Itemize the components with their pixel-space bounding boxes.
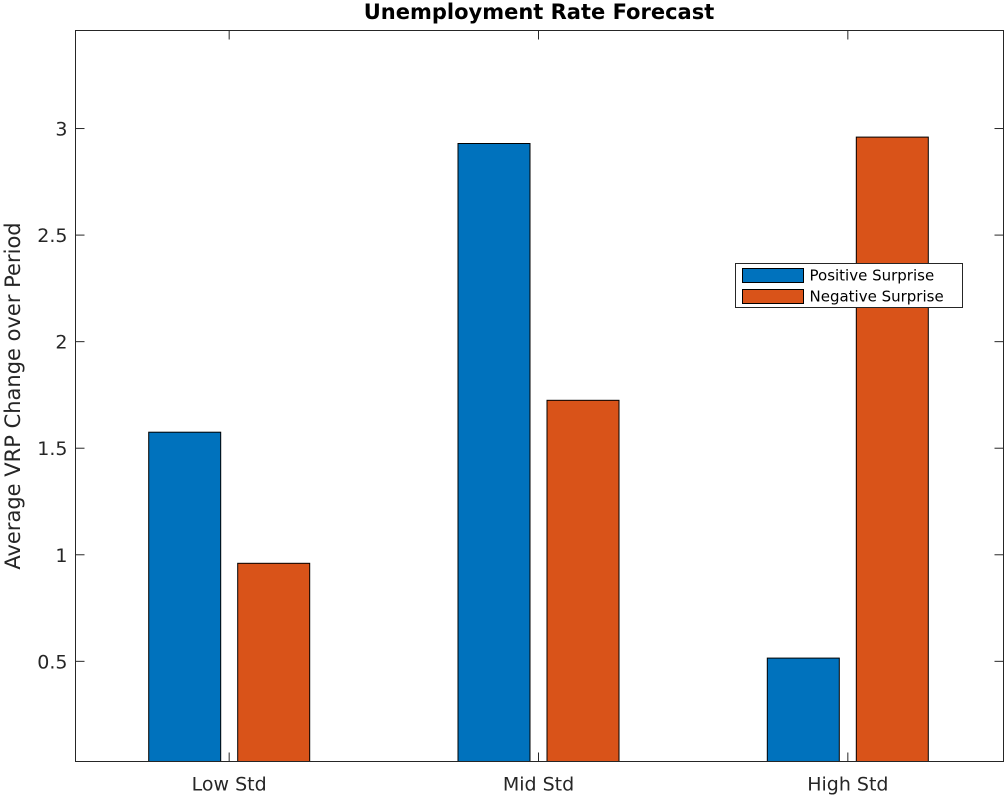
legend-label: Negative Surprise [810,288,944,306]
bar-positive-surprise-high-std [766,657,840,762]
bars-group [148,136,929,763]
x-tick-label: Low Std [192,774,267,796]
bar-positive-surprise-low-std [148,431,222,762]
y-tick-label: 3 [55,119,67,141]
legend-swatch [742,289,804,304]
y-axis-label: Average VRP Change over Period [1,222,25,569]
plot-area-box [75,30,1004,762]
ticks-group: 0.5 1 1.5 2 2.5 3 Low Std Mid Std High Std [37,30,1004,796]
legend: Positive Surprise Negative Surprise [735,263,963,308]
bar-negative-surprise-low-std [237,562,311,762]
y-tick-label: 1 [55,545,67,567]
y-tick-label: 2.5 [37,225,67,247]
bar-negative-surprise-high-std [855,136,929,763]
legend-label: Positive Surprise [810,267,935,285]
x-tick-label: Mid Std [503,774,574,796]
chart-title: Unemployment Rate Forecast [364,0,715,24]
bar-positive-surprise-mid-std [457,143,531,762]
y-tick-label: 1.5 [37,438,67,460]
legend-swatch [742,268,804,283]
x-tick-label: High Std [807,774,888,796]
y-tick-label: 0.5 [37,651,67,673]
y-tick-label: 2 [55,332,67,354]
bar-negative-surprise-mid-std [546,399,620,762]
